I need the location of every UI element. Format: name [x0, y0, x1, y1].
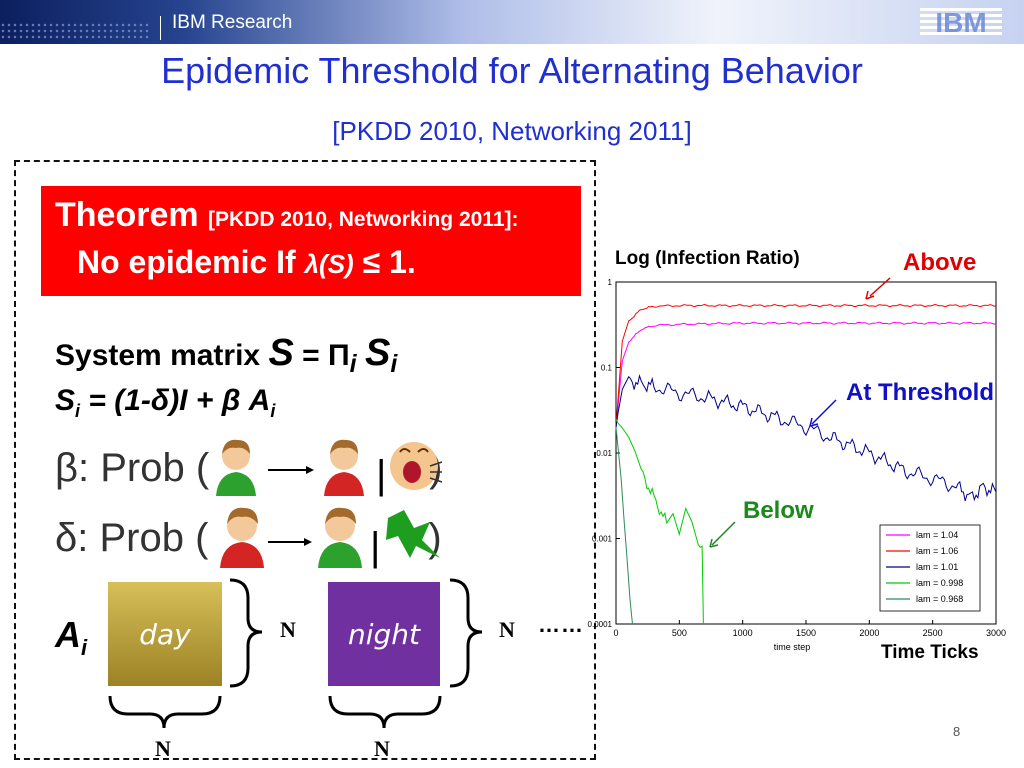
sneezing-baby-icon	[390, 442, 443, 490]
brand-name: IBM Research	[172, 12, 293, 33]
night-block: night	[328, 582, 440, 686]
legend-label: lam = 0.998	[916, 578, 963, 588]
theorem-box: Theorem [PKDD 2010, Networking 2011]: No…	[41, 186, 581, 296]
delta-bar: |	[370, 525, 380, 569]
legend-label: lam = 0.968	[916, 594, 963, 604]
infected-person-icon	[324, 439, 364, 496]
x-tick-label: 1500	[796, 628, 816, 638]
infected-person-icon	[220, 507, 264, 568]
annotation-at-threshold: At Threshold	[846, 379, 994, 406]
condition-suffix: ≤ 1.	[353, 244, 416, 280]
x-tick-label: 0	[613, 628, 618, 638]
infection-chart: 0 500 1000 1500 2000 2500 3000 1 0.1 0.01 0.001 0.0…	[588, 278, 1006, 652]
annotation-above: Above	[903, 249, 977, 276]
x-tick-label: 3000	[986, 628, 1006, 638]
delta-icons: |	[220, 507, 440, 569]
series-line-1	[615, 303, 997, 428]
lambda-s: λ(S)	[304, 249, 354, 279]
si-s: S	[55, 384, 76, 417]
lightning-icon	[386, 510, 440, 558]
y-tick-label: 0.01	[596, 449, 612, 458]
x-axis-label: time step	[774, 642, 811, 652]
header-bar: IBM Research IBM	[0, 0, 1024, 44]
ai-i: i	[81, 635, 88, 661]
n-label-day-bottom: N	[155, 736, 171, 761]
theorem-reference: [PKDD 2010, Networking 2011]:	[208, 208, 519, 231]
slide-title: Epidemic Threshold for Alternating Behav…	[161, 50, 863, 91]
si-eq: = (1-δ)I + β A	[80, 384, 271, 417]
ibm-logo-text: IBM	[935, 7, 986, 36]
legend-box	[879, 524, 981, 612]
page-number: 8	[953, 724, 961, 739]
system-matrix-sub-i: i	[349, 350, 357, 378]
beta-icons: |	[216, 439, 443, 497]
theorem-heading: Theorem [PKDD 2010, Networking 2011]:	[55, 196, 518, 235]
night-label: night	[347, 617, 421, 651]
delta-prob-line: δ: Prob ()	[55, 516, 442, 561]
slide-subtitle: [PKDD 2010, Networking 2011]	[332, 116, 692, 146]
system-matrix-line: System matrix S = Πi Si	[55, 332, 397, 379]
x-axis-title: Time Ticks	[881, 642, 979, 663]
system-matrix-s: S	[268, 332, 294, 374]
x-tick-label: 1000	[733, 628, 753, 638]
n-label-night-bottom: N	[374, 736, 390, 761]
series-lines	[615, 303, 997, 625]
series-line-0	[615, 321, 997, 428]
si-sub: i	[75, 401, 81, 421]
night-bottom-brace	[328, 695, 442, 729]
y-tick-label: 0.001	[592, 535, 613, 544]
annotation-below: Below	[743, 497, 814, 524]
delta-suffix: )	[428, 516, 442, 560]
healthy-person-icon	[216, 439, 256, 496]
theorem-condition: No epidemic If λ(S) ≤ 1.	[77, 244, 416, 281]
healthy-person-icon	[318, 507, 362, 568]
system-matrix-sub-i2: i	[390, 350, 398, 378]
y-tick-label: 0.0001	[588, 620, 613, 629]
brace-overlay	[108, 578, 483, 729]
y-axis-title: Log (Infection Ratio)	[615, 248, 800, 269]
theorem-label: Theorem	[55, 196, 199, 234]
system-matrix-eq: = Π	[293, 339, 350, 372]
delta-prefix: δ: Prob (	[55, 516, 209, 560]
ai-a: A	[55, 614, 81, 655]
n-label-day-right: N	[280, 617, 296, 642]
series-line-2	[615, 373, 997, 502]
legend-label: lam = 1.01	[916, 562, 958, 572]
ellipsis: ……	[538, 612, 584, 637]
si-sub2: i	[270, 401, 276, 421]
x-tick-label: 2500	[923, 628, 943, 638]
legend: lam = 1.04 lam = 1.06 lam = 1.01 lam = 0.99…	[879, 524, 981, 612]
legend-label: lam = 1.06	[916, 546, 958, 556]
day-right-brace	[229, 578, 263, 688]
day-label: day	[139, 617, 191, 651]
beta-prefix: β: Prob (	[55, 446, 210, 490]
left-panel-frame	[14, 160, 596, 760]
condition-prefix: No epidemic If	[77, 244, 305, 280]
ibm-logo: IBM	[920, 7, 1002, 36]
day-bottom-brace	[108, 695, 222, 729]
ai-label: Ai	[55, 614, 87, 661]
legend-label: lam = 1.04	[916, 530, 958, 540]
series-line-3	[615, 418, 704, 625]
x-tick-label: 2000	[859, 628, 879, 638]
si-definition: Si = (1-δ)I + β Ai	[55, 384, 275, 422]
system-matrix-prefix: System matrix	[55, 339, 269, 372]
axis-ticks: 0 500 1000 1500 2000 2500 3000 1 0.1 0.01 0.001 0.0…	[588, 278, 1006, 638]
n-label-night-right: N	[499, 617, 515, 642]
y-tick-label: 1	[608, 278, 613, 287]
arrow-head-icon	[306, 466, 314, 474]
beta-bar: |	[376, 453, 386, 497]
day-block: day	[108, 582, 222, 686]
header-pattern	[0, 22, 150, 40]
night-right-brace	[449, 578, 483, 688]
x-tick-label: 500	[672, 628, 687, 638]
arrow-head-icon	[304, 538, 312, 546]
system-matrix-s2: S	[364, 332, 391, 374]
header-separator	[160, 16, 161, 40]
series-line-4	[615, 427, 633, 625]
y-tick-label: 0.1	[601, 364, 613, 373]
